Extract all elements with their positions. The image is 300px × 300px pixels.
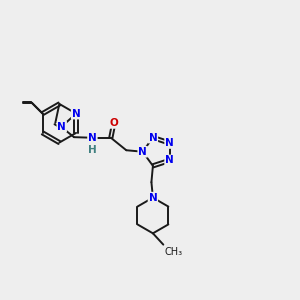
Text: N: N <box>57 122 66 131</box>
Text: N: N <box>72 109 80 118</box>
Text: O: O <box>110 118 118 128</box>
Text: N: N <box>148 133 157 142</box>
Text: N: N <box>138 147 147 157</box>
Text: N: N <box>88 133 97 143</box>
Text: N: N <box>165 138 174 148</box>
Text: N: N <box>148 193 157 203</box>
Text: N: N <box>165 155 174 166</box>
Text: H: H <box>88 145 97 155</box>
Text: CH₃: CH₃ <box>165 247 183 257</box>
